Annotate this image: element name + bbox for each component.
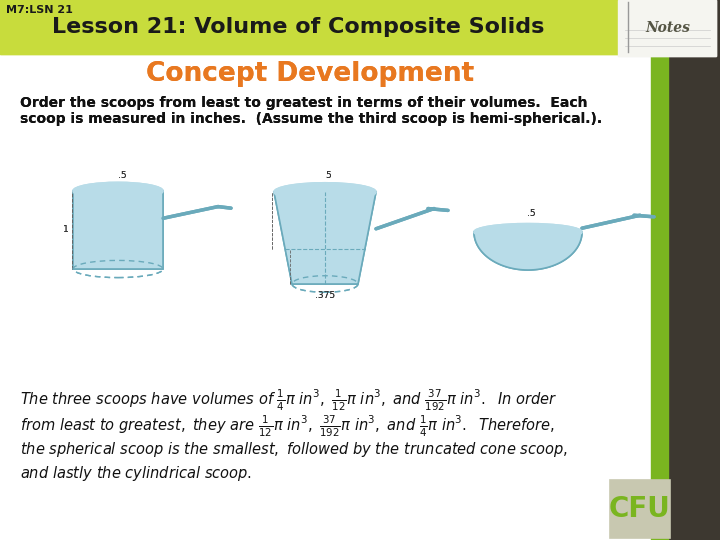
FancyBboxPatch shape — [73, 191, 163, 269]
Text: $\it{The\ three\ scoops\ have\ volumes\ of\ }$$\frac{1}{4}$$\it{\pi\ in}$$^3$$\i: $\it{The\ three\ scoops\ have\ volumes\ … — [20, 388, 557, 413]
Ellipse shape — [73, 183, 163, 200]
Text: Lesson 21: Volume of Composite Solids: Lesson 21: Volume of Composite Solids — [52, 17, 544, 37]
Text: scoop is measured in inches.  (Assume the third scoop is hemi-spherical.).: scoop is measured in inches. (Assume the… — [20, 112, 602, 126]
Bar — [618, 0, 716, 56]
Text: Concept Development: Concept Development — [146, 61, 474, 87]
Text: $\it{and\ lastly\ the\ cylindrical\ scoop.}$: $\it{and\ lastly\ the\ cylindrical\ scoo… — [20, 464, 252, 483]
Polygon shape — [474, 232, 582, 270]
Text: $\it{the\ spherical\ scoop\ is\ the\ smallest,\ followed\ by\ the\ truncated\ co: $\it{the\ spherical\ scoop\ is\ the\ sma… — [20, 440, 568, 459]
Bar — [651, 54, 668, 540]
Text: 5: 5 — [325, 171, 331, 180]
Text: .5: .5 — [527, 210, 535, 218]
Text: M7:LSN 21: M7:LSN 21 — [6, 5, 73, 15]
Text: Order the scoops from least to greatest in terms of their volumes.  Each: Order the scoops from least to greatest … — [20, 96, 588, 110]
Text: M7:LSN 21: M7:LSN 21 — [6, 5, 73, 15]
Polygon shape — [274, 192, 376, 284]
Bar — [60, 185, 630, 380]
Text: Notes: Notes — [646, 21, 690, 35]
Bar — [618, 0, 716, 56]
Text: Order the scoops from least to greatest in terms of their volumes.  Each: Order the scoops from least to greatest … — [20, 96, 588, 110]
Text: scoop is measured in inches.  (Assume the third scoop is hemi-spherical.).: scoop is measured in inches. (Assume the… — [20, 112, 602, 126]
Bar — [0, 0, 651, 54]
Ellipse shape — [474, 224, 582, 240]
Text: .5: .5 — [117, 171, 126, 180]
Text: .5: .5 — [117, 171, 126, 180]
Bar — [610, 480, 670, 538]
Text: .375: .375 — [315, 291, 335, 300]
Text: Lesson 21: Volume of Composite Solids: Lesson 21: Volume of Composite Solids — [52, 17, 544, 37]
FancyBboxPatch shape — [73, 191, 163, 269]
Text: .375: .375 — [315, 291, 335, 300]
Text: CFU: CFU — [609, 495, 671, 523]
Text: Notes: Notes — [649, 22, 685, 35]
Bar — [0, 0, 651, 54]
Ellipse shape — [73, 183, 163, 200]
Polygon shape — [474, 232, 582, 270]
Bar — [622, 4, 712, 52]
Text: 1: 1 — [63, 226, 69, 234]
Text: $\it{from\ least\ to\ greatest,\ they\ are\ }$$\frac{1}{12}$$\it{\pi\ in}$$^3$$\: $\it{from\ least\ to\ greatest,\ they\ a… — [20, 414, 555, 440]
Text: Concept Development: Concept Development — [146, 61, 474, 87]
Text: 5: 5 — [325, 171, 331, 180]
Text: .5: .5 — [527, 210, 535, 218]
Text: 1: 1 — [63, 226, 69, 234]
Ellipse shape — [274, 183, 376, 201]
Ellipse shape — [474, 224, 582, 240]
Ellipse shape — [274, 183, 376, 201]
Polygon shape — [274, 192, 376, 284]
Bar — [668, 0, 720, 540]
